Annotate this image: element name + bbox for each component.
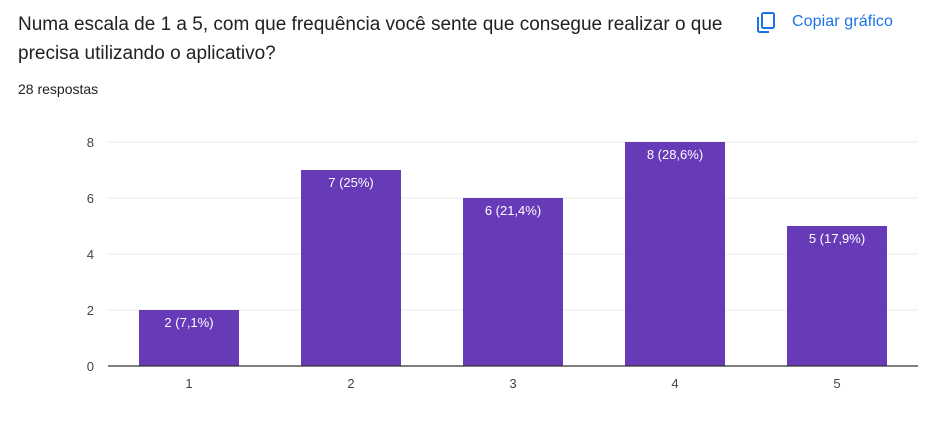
bar-value-label: 2 (7,1%) xyxy=(164,315,213,330)
y-tick-label: 8 xyxy=(87,135,94,150)
bar-value-label: 8 (28,6%) xyxy=(647,147,703,162)
bar-value-label: 5 (17,9%) xyxy=(809,231,865,246)
y-tick-label: 4 xyxy=(87,247,94,262)
copy-icon xyxy=(754,10,778,34)
y-tick-label: 0 xyxy=(87,359,94,374)
bar xyxy=(301,170,401,366)
x-tick-label: 4 xyxy=(671,376,678,391)
y-tick-label: 6 xyxy=(87,191,94,206)
question-title: Numa escala de 1 a 5, com que frequência… xyxy=(18,14,723,64)
bar xyxy=(787,226,887,366)
x-tick-label: 1 xyxy=(185,376,192,391)
copy-chart-label: Copiar gráfico xyxy=(792,13,894,30)
x-tick-label: 3 xyxy=(509,376,516,391)
copy-chart-button[interactable]: Copiar gráfico xyxy=(754,6,893,38)
x-tick-label: 2 xyxy=(347,376,354,391)
bar xyxy=(463,198,563,366)
x-tick-label: 5 xyxy=(833,376,840,391)
response-count: 28 respostas xyxy=(18,81,99,97)
bar-value-label: 6 (21,4%) xyxy=(485,203,541,218)
bar xyxy=(139,310,239,366)
bar-value-label: 7 (25%) xyxy=(328,175,374,190)
y-tick-label: 2 xyxy=(87,303,94,318)
bar xyxy=(625,142,725,366)
